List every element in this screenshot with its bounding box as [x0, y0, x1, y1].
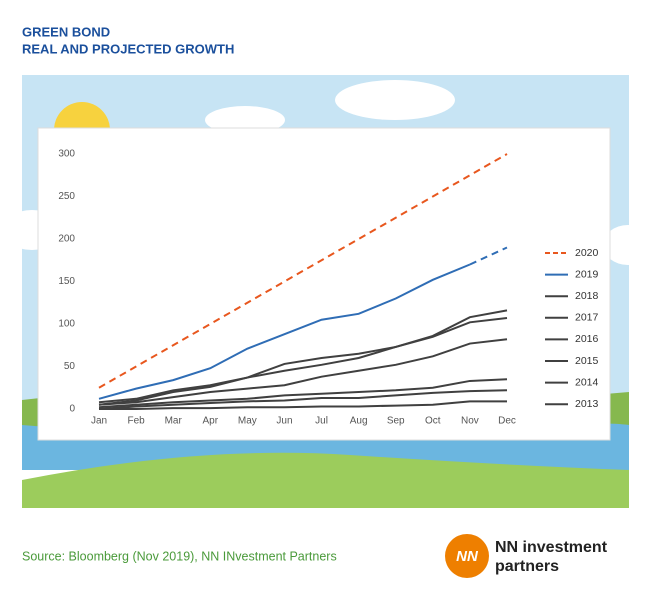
y-tick-label: 250 — [58, 191, 75, 202]
y-tick-label: 300 — [58, 149, 75, 160]
legend-label: 2013 — [575, 398, 599, 410]
legend-label: 2017 — [575, 312, 599, 324]
background-illustration — [2, 75, 650, 508]
legend-label: 2014 — [575, 376, 599, 388]
series-line — [98, 378, 508, 409]
x-tick-label: May — [238, 416, 257, 427]
x-tick-label: Mar — [165, 416, 183, 427]
cloud — [603, 225, 650, 265]
series-line — [98, 389, 508, 410]
legend-label: 2018 — [575, 290, 599, 302]
y-tick-label: 150 — [58, 276, 75, 287]
subtitle: REAL AND PROJECTED GROWTH — [22, 41, 234, 56]
series-line — [99, 400, 507, 410]
projected-line — [98, 153, 508, 389]
y-tick-label: 0 — [69, 404, 75, 415]
cloud — [205, 106, 285, 134]
projected-line — [469, 246, 508, 266]
y-tick-label: 200 — [58, 234, 75, 245]
x-tick-label: Nov — [461, 416, 479, 427]
legend-label: 2019 — [575, 268, 599, 280]
legend-label: 2020 — [575, 247, 599, 259]
x-tick-label: Jan — [91, 416, 107, 427]
logo-mark — [445, 534, 489, 578]
chart-panel — [37, 127, 611, 441]
y-tick-label: 100 — [58, 319, 75, 330]
y-tick-label: 50 — [64, 361, 76, 372]
legend-label: 2016 — [575, 333, 599, 345]
x-tick-label: Sep — [387, 416, 405, 427]
x-tick-label: Apr — [202, 416, 218, 427]
logo-glyph: NN — [456, 548, 479, 565]
plot: 0 50 100 150 200 250 300 Jan Feb Mar Apr May Jun Jul A… — [58, 149, 598, 427]
field — [22, 452, 629, 508]
x-tick-label: Aug — [350, 416, 368, 427]
source: Source: Bloomberg (Nov 2019), NN INvestm… — [22, 549, 337, 563]
x-tick-label: Jun — [276, 416, 292, 427]
x-tick-label: Feb — [127, 416, 145, 427]
logo-text: partners — [495, 558, 559, 575]
title: GREEN BOND — [22, 24, 110, 39]
legend-label: 2015 — [575, 355, 599, 367]
logo-text: NN investment — [495, 539, 608, 556]
x-tick-label: Jul — [315, 416, 328, 427]
x-tick-label: Dec — [498, 416, 516, 427]
cloud — [335, 80, 455, 120]
x-tick-label: Oct — [425, 416, 441, 427]
series-line — [98, 317, 508, 406]
series-line — [98, 309, 508, 404]
series-line — [98, 338, 508, 406]
series-line — [98, 263, 471, 400]
